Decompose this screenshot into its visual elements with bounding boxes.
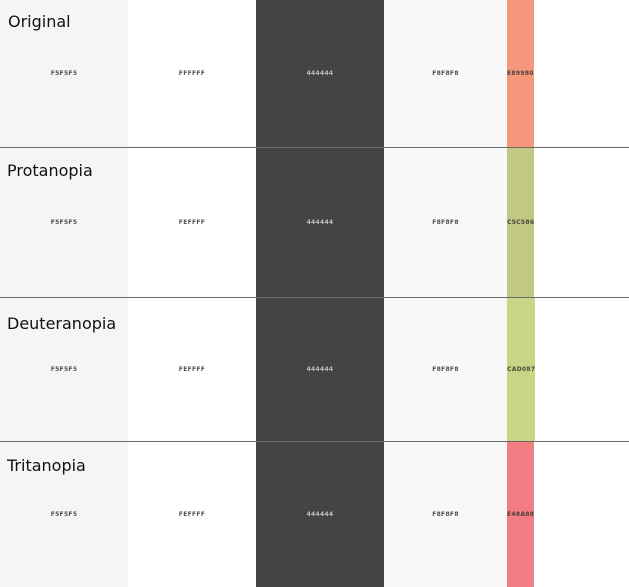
palette-row-deuteranopia: Deuteranopia F5F5F5 FEFFFF 444444 F8F8F8… [0, 298, 629, 441]
hex-code-label: FEFFFF [178, 219, 206, 226]
hex-code-label: E48A88 [507, 511, 535, 518]
row-divider [0, 147, 629, 148]
hex-code-label: F5F5F5 [50, 219, 78, 226]
color-swatch: FEFFFF [128, 442, 256, 587]
color-swatch: FEFFFF [128, 298, 256, 441]
hex-code-label: F5F5F5 [50, 511, 78, 518]
row-divider [0, 441, 629, 442]
hex-code-label: 444444 [306, 70, 334, 77]
color-swatch: FFFFFF [128, 0, 256, 147]
hex-code-label: FEFFFF [178, 366, 206, 373]
color-swatch: F8F8F8 [384, 298, 507, 441]
color-swatch: F5F5F5 [0, 148, 128, 297]
row-label: Deuteranopia [7, 314, 117, 333]
hex-code-label: F5F5F5 [50, 70, 78, 77]
row-label: Tritanopia [7, 456, 86, 475]
hex-code-label: CAD087 [507, 366, 536, 373]
hex-code-label: E89980 [507, 70, 534, 77]
color-swatch: F5F5F5 [0, 298, 128, 441]
hex-code-label: FEFFFF [178, 511, 206, 518]
hex-code-label: 444444 [306, 219, 334, 226]
color-swatch: 444444 [256, 148, 384, 297]
color-swatch: 444444 [256, 442, 384, 587]
hex-code-label: 444444 [306, 511, 334, 518]
hex-code-label: F8F8F8 [432, 511, 459, 518]
color-swatch: E48A88 [507, 442, 535, 587]
color-swatch: E89980 [507, 0, 534, 147]
color-swatch: F5F5F5 [0, 442, 128, 587]
color-swatch: C5C586 [507, 148, 535, 297]
color-swatch: F8F8F8 [384, 148, 507, 297]
hex-code-label: F5F5F5 [50, 366, 78, 373]
hex-code-label: F8F8F8 [432, 366, 459, 373]
color-swatch: F5F5F5 [0, 0, 128, 147]
hex-code-label: 444444 [306, 366, 334, 373]
palette-row-original: Original F5F5F5 FFFFFF 444444 F8F8F8 E89… [0, 0, 629, 147]
row-label: Original [8, 12, 71, 31]
color-swatch: F8F8F8 [384, 0, 507, 147]
hex-code-label: FFFFFF [178, 70, 206, 77]
palette-row-tritanopia: Tritanopia F5F5F5 FEFFFF 444444 F8F8F8 E… [0, 442, 629, 587]
palette-row-protanopia: Protanopia F5F5F5 FEFFFF 444444 F8F8F8 C… [0, 148, 629, 297]
row-divider [0, 297, 629, 298]
hex-code-label: C5C586 [507, 219, 535, 226]
hex-code-label: F8F8F8 [432, 70, 459, 77]
row-label: Protanopia [7, 161, 93, 180]
color-swatch: 444444 [256, 0, 384, 147]
hex-code-label: F8F8F8 [432, 219, 459, 226]
color-swatch: CAD087 [507, 298, 536, 441]
color-swatch: FEFFFF [128, 148, 256, 297]
color-swatch: F8F8F8 [384, 442, 507, 587]
color-swatch: 444444 [256, 298, 384, 441]
